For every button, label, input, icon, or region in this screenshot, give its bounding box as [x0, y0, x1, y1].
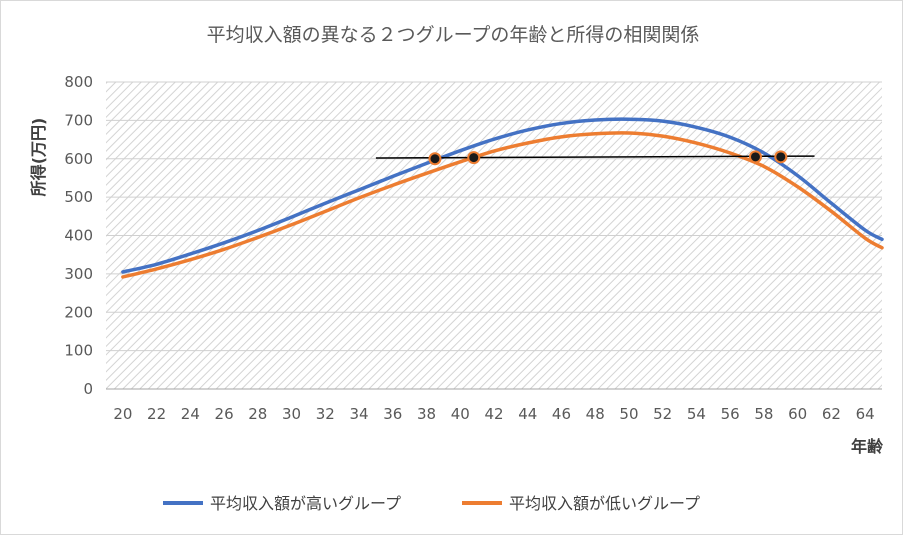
x-tick-label: 30	[282, 405, 301, 423]
x-tick-label: 54	[687, 405, 706, 423]
x-axis-label: 年齢	[851, 437, 884, 456]
x-tick-label: 52	[653, 405, 672, 423]
legend-label-high: 平均収入額が高いグループ	[210, 494, 401, 513]
y-tick-label: 500	[64, 188, 93, 206]
x-tick-label: 56	[721, 405, 740, 423]
intersection-marker	[467, 151, 481, 165]
x-tick-label: 36	[383, 405, 402, 423]
x-tick-label: 50	[619, 405, 638, 423]
y-tick-label: 800	[64, 73, 93, 91]
x-tick-label: 20	[113, 405, 132, 423]
x-tick-label: 40	[451, 405, 470, 423]
x-tick-label: 58	[754, 405, 773, 423]
x-tick-label: 28	[248, 405, 267, 423]
x-tick-label: 32	[316, 405, 335, 423]
legend-label-low: 平均収入額が低いグループ	[509, 494, 700, 513]
legend: 平均収入額が高いグループ 平均収入額が低いグループ	[163, 494, 700, 513]
series-line-1	[121, 131, 884, 279]
chart-title: 平均収入額の異なる２つグループの年齢と所得の相関関係	[207, 24, 700, 46]
y-tick-label: 600	[64, 150, 93, 168]
x-tick-label: 60	[788, 405, 807, 423]
series-line-0	[121, 117, 884, 274]
x-tick-label: 64	[856, 405, 875, 423]
x-tick-label: 44	[518, 405, 537, 423]
intersection-markers	[428, 150, 788, 166]
reference-line-segment	[375, 155, 815, 159]
y-tick-labels: 0 100 200 300 400 500 600 700 800	[64, 73, 93, 398]
y-tick-label: 0	[83, 380, 93, 398]
y-axis-label: 所得(万円)	[29, 118, 48, 197]
x-tick-label: 34	[349, 405, 368, 423]
x-tick-label: 38	[417, 405, 436, 423]
reference-line	[375, 155, 815, 159]
y-tick-label: 400	[64, 227, 93, 245]
y-tick-label: 700	[64, 111, 93, 129]
x-tick-label: 62	[822, 405, 841, 423]
y-tick-label: 200	[64, 303, 93, 321]
intersection-marker	[428, 152, 442, 166]
x-tick-label: 22	[147, 405, 166, 423]
y-tick-label: 100	[64, 342, 93, 360]
x-tick-label: 26	[215, 405, 234, 423]
x-tick-labels: 20 22 24 26 28 30 32 34 36 38 40 42 44 46 48 50 52 54 56 58…	[113, 405, 874, 423]
series-lines	[121, 117, 884, 279]
y-tick-label: 300	[64, 265, 93, 283]
intersection-marker	[748, 150, 762, 164]
x-tick-label: 46	[552, 405, 571, 423]
x-tick-label: 48	[586, 405, 605, 423]
intersection-marker	[774, 150, 788, 164]
x-tick-label: 24	[181, 405, 200, 423]
x-tick-label: 42	[484, 405, 503, 423]
